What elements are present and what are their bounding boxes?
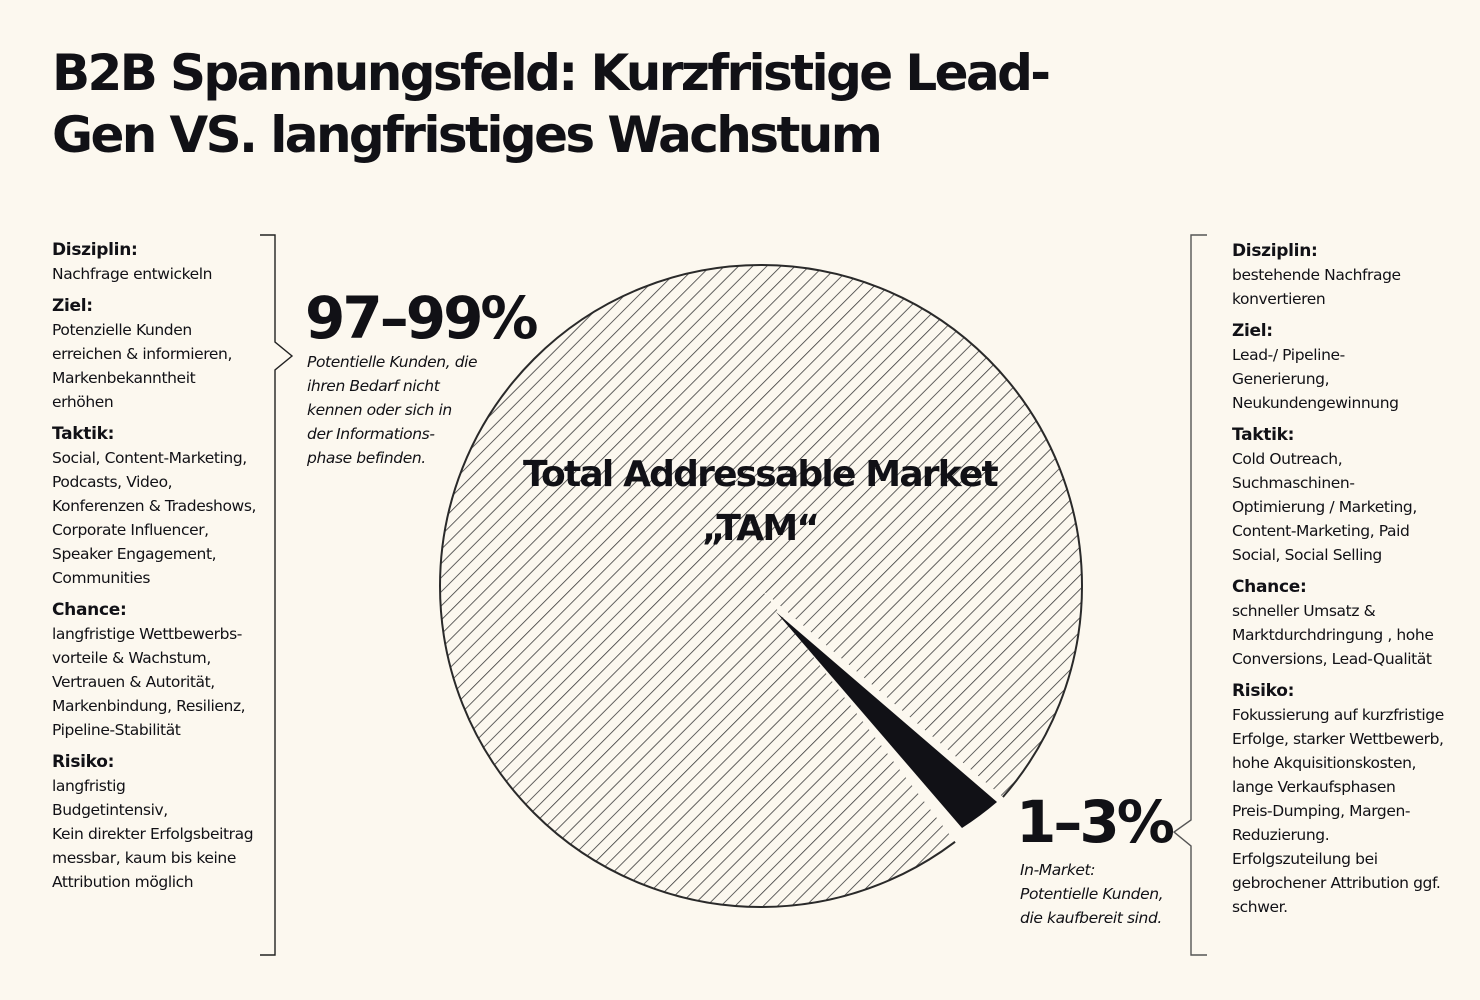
section-text: langfristige Wettbewerbs- vorteile & Wac… (52, 625, 246, 739)
section-label: Disziplin: (52, 240, 138, 260)
section-text: Nachfrage entwickeln (52, 265, 213, 283)
section-text: Cold Outreach, Suchmaschinen- Optimierun… (1232, 450, 1417, 564)
section-text: bestehende Nachfrage konvertieren (1232, 266, 1401, 308)
section-label: Taktik: (1232, 425, 1295, 445)
section-text: Lead-/ Pipeline- Generierung, Neukundeng… (1232, 346, 1399, 412)
page-title: B2B Spannungsfeld: Kurzfristige Lead-Gen… (52, 44, 1051, 164)
section-label: Ziel: (52, 296, 93, 316)
right-bracket (1172, 234, 1207, 956)
section-text: Fokussierung auf kurzfristige Erfolge, s… (1232, 706, 1444, 916)
section-label: Risiko: (1232, 681, 1295, 701)
in-market-slice (776, 612, 997, 828)
left-bracket (260, 234, 294, 956)
section-text: schneller Umsatz & Marktdurchdringung , … (1232, 602, 1434, 668)
short-term-leadgen-column: Disziplin: bestehende Nachfrage konverti… (1232, 239, 1462, 927)
section-text: Potenzielle Kunden erreichen & informier… (52, 321, 232, 411)
pie-label-tam: Total Addressable Market „TAM“ (523, 454, 999, 549)
out-market-percent: 97–99% (305, 284, 539, 352)
section-label: Chance: (1232, 577, 1307, 597)
in-market-description: In-Market: Potentielle Kunden, die kaufb… (1020, 861, 1164, 927)
section-label: Chance: (52, 600, 127, 620)
section-text: Social, Content-Marketing, Podcasts, Vid… (52, 449, 257, 587)
section-label: Taktik: (52, 424, 115, 444)
out-market-description: Potentielle Kunden, die ihren Bedarf nic… (307, 353, 478, 467)
in-market-percent: 1–3% (1016, 788, 1175, 856)
section-text: langfristig Budgetintensiv, Kein direkte… (52, 777, 254, 891)
section-label: Risiko: (52, 752, 115, 772)
section-label: Disziplin: (1232, 241, 1318, 261)
long-term-growth-column: Disziplin: Nachfrage entwickeln Ziel: Po… (52, 238, 277, 902)
section-label: Ziel: (1232, 321, 1273, 341)
